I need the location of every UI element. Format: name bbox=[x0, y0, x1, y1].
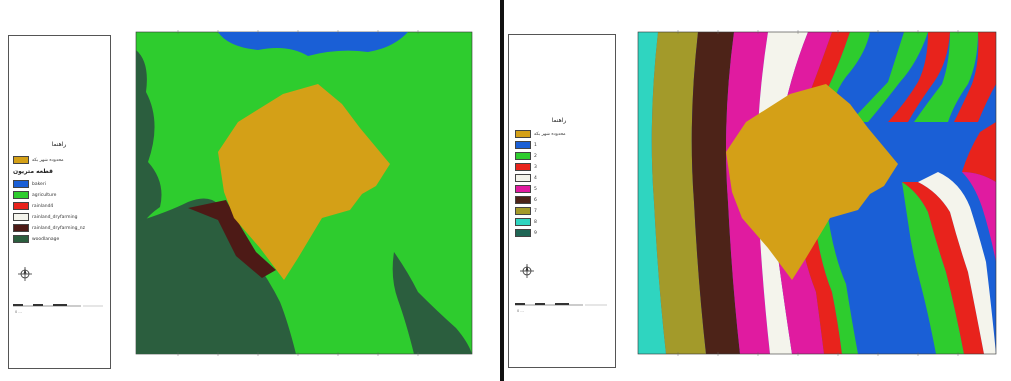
north-arrow-icon bbox=[18, 267, 32, 281]
right-legend: راهنما محدوده شهر بکه 1 2 3 4 5 6 bbox=[508, 34, 616, 368]
legend-title: راهنما bbox=[551, 117, 567, 124]
legend-swatch bbox=[515, 152, 531, 160]
legend-swatch bbox=[13, 235, 29, 243]
legend-item: 3 bbox=[515, 163, 537, 171]
svg-text:0 ...: 0 ... bbox=[15, 310, 22, 314]
legend-swatch bbox=[515, 229, 531, 237]
legend-item: 6 bbox=[515, 196, 537, 204]
legend-item: woodlanage bbox=[13, 235, 59, 243]
legend-item: rainland_dryfarming bbox=[13, 213, 78, 221]
legend-item: محدوده شهر بکه bbox=[13, 156, 64, 164]
right-distance-zone-map bbox=[637, 30, 997, 356]
legend-swatch bbox=[13, 213, 29, 221]
left-land-use-map bbox=[135, 30, 473, 356]
north-arrow-icon bbox=[520, 264, 534, 278]
legend-item: bakeri bbox=[13, 180, 46, 188]
legend-item: 2 bbox=[515, 152, 537, 160]
legend-swatch bbox=[515, 163, 531, 171]
legend-item: agriculture bbox=[13, 191, 56, 199]
legend-swatch bbox=[13, 202, 29, 210]
scale-bar-icon: 0 ... bbox=[13, 304, 103, 314]
right-map-panel: راهنما محدوده شهر بکه 1 2 3 4 5 6 bbox=[506, 0, 1011, 381]
legend-item: 7 bbox=[515, 207, 537, 215]
svg-text:0 ...: 0 ... bbox=[517, 309, 524, 313]
legend-swatch bbox=[515, 141, 531, 149]
legend-item: 1 bbox=[515, 141, 537, 149]
panel-divider bbox=[500, 0, 504, 381]
left-map-panel: راهنما محدوده شهر بکه قطعه متریون bakeri… bbox=[0, 0, 500, 381]
legend-swatch bbox=[515, 218, 531, 226]
legend-heading: قطعه متریون bbox=[13, 168, 53, 175]
legend-swatch bbox=[13, 156, 29, 164]
legend-swatch bbox=[515, 185, 531, 193]
legend-item: محدوده شهر بکه bbox=[515, 130, 566, 138]
legend-title: راهنما bbox=[51, 141, 67, 148]
legend-swatch bbox=[13, 180, 29, 188]
legend-swatch bbox=[515, 130, 531, 138]
legend-swatch bbox=[13, 224, 29, 232]
scale-bar-icon: 0 ... bbox=[515, 303, 607, 313]
legend-item: 9 bbox=[515, 229, 537, 237]
legend-item: 5 bbox=[515, 185, 537, 193]
legend-swatch bbox=[13, 191, 29, 199]
legend-item: rainland4 bbox=[13, 202, 53, 210]
legend-swatch bbox=[515, 174, 531, 182]
legend-swatch bbox=[515, 207, 531, 215]
legend-swatch bbox=[515, 196, 531, 204]
left-legend: راهنما محدوده شهر بکه قطعه متریون bakeri… bbox=[8, 35, 111, 369]
legend-item: 8 bbox=[515, 218, 537, 226]
legend-item: 4 bbox=[515, 174, 537, 182]
legend-item: rainland_dryfarming_nz bbox=[13, 224, 85, 232]
